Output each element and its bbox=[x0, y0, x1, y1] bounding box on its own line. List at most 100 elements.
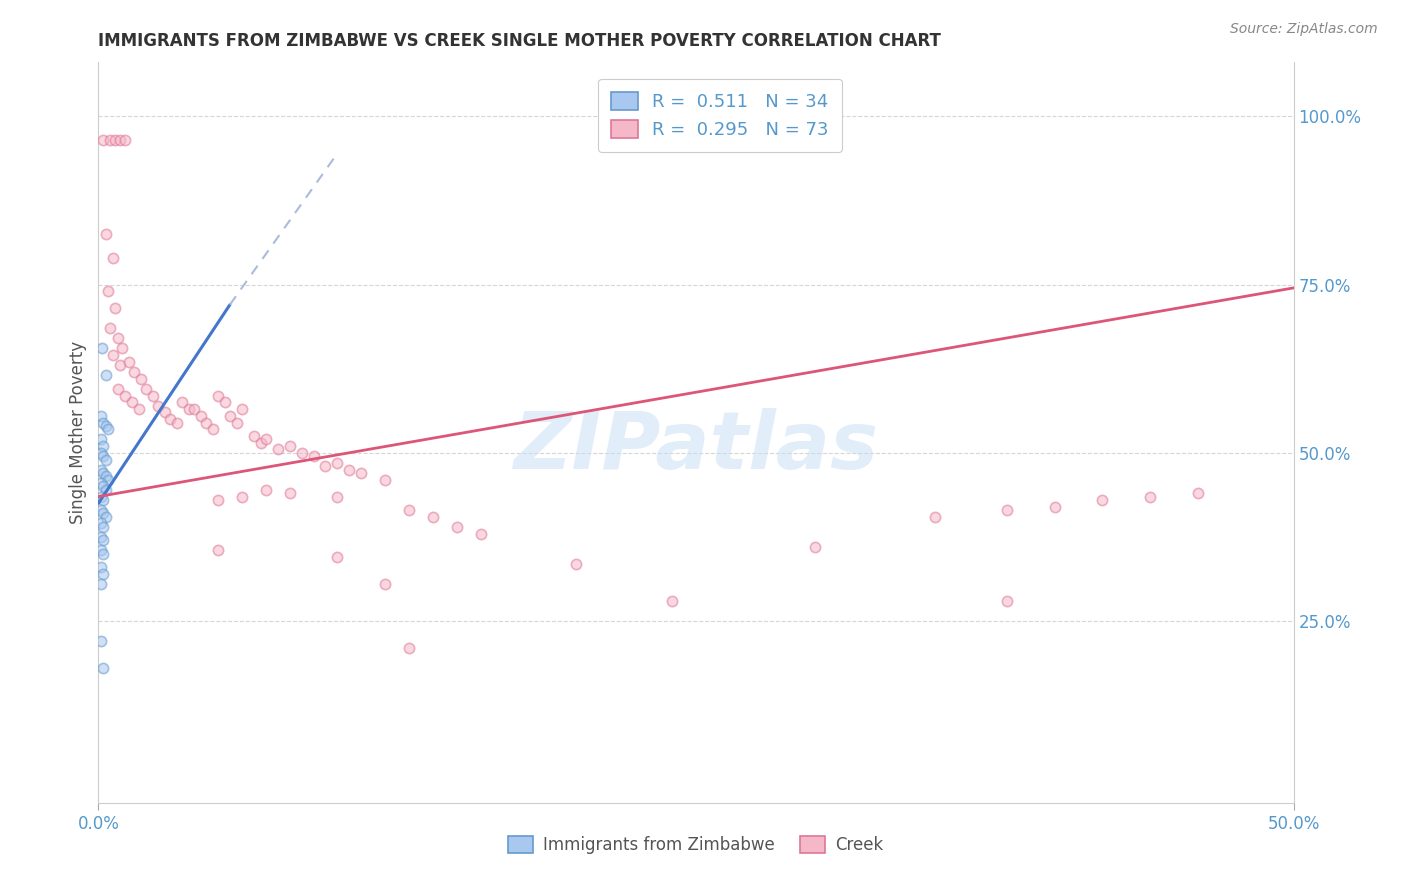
Point bbox=[219, 409, 242, 423]
Point bbox=[291, 446, 314, 460]
Point bbox=[446, 520, 468, 534]
Point bbox=[94, 418, 117, 433]
Point bbox=[214, 395, 236, 409]
Point bbox=[1091, 492, 1114, 507]
Point bbox=[90, 560, 112, 574]
Point bbox=[207, 389, 229, 403]
Point bbox=[91, 566, 114, 581]
Point bbox=[91, 449, 114, 463]
Point bbox=[207, 543, 229, 558]
Point bbox=[422, 509, 444, 524]
Point bbox=[101, 348, 124, 362]
Point bbox=[97, 285, 120, 299]
Point bbox=[1043, 500, 1066, 514]
Point bbox=[124, 365, 146, 379]
Point bbox=[254, 483, 277, 497]
Point bbox=[94, 469, 117, 483]
Y-axis label: Single Mother Poverty: Single Mother Poverty bbox=[69, 341, 87, 524]
Point bbox=[90, 634, 112, 648]
Point bbox=[90, 476, 112, 491]
Point bbox=[90, 516, 112, 531]
Point bbox=[155, 405, 177, 419]
Point bbox=[278, 439, 301, 453]
Point bbox=[107, 331, 129, 345]
Point bbox=[90, 530, 112, 544]
Point bbox=[91, 133, 114, 147]
Point bbox=[91, 533, 114, 548]
Point bbox=[374, 473, 396, 487]
Point bbox=[179, 402, 201, 417]
Point bbox=[202, 422, 225, 436]
Point bbox=[470, 526, 492, 541]
Point bbox=[195, 416, 218, 430]
Point bbox=[90, 490, 112, 504]
Point bbox=[94, 452, 117, 467]
Point bbox=[315, 459, 337, 474]
Point bbox=[91, 507, 114, 521]
Point bbox=[267, 442, 290, 457]
Text: ZIPatlas: ZIPatlas bbox=[513, 409, 879, 486]
Point bbox=[90, 446, 112, 460]
Point bbox=[118, 355, 141, 369]
Point bbox=[91, 416, 114, 430]
Point bbox=[995, 503, 1018, 517]
Point bbox=[166, 416, 188, 430]
Point bbox=[1187, 486, 1209, 500]
Point bbox=[91, 439, 114, 453]
Point bbox=[114, 133, 136, 147]
Point bbox=[142, 389, 165, 403]
Point bbox=[121, 395, 143, 409]
Point bbox=[326, 456, 349, 470]
Point bbox=[565, 557, 588, 571]
Point bbox=[226, 416, 249, 430]
Point bbox=[101, 251, 124, 265]
Point bbox=[339, 462, 361, 476]
Point bbox=[97, 473, 120, 487]
Point bbox=[91, 479, 114, 493]
Point bbox=[250, 435, 273, 450]
Point bbox=[90, 433, 112, 447]
Point bbox=[108, 359, 131, 373]
Point bbox=[94, 509, 117, 524]
Point bbox=[159, 412, 181, 426]
Point bbox=[90, 503, 112, 517]
Point bbox=[90, 577, 112, 591]
Point bbox=[91, 520, 114, 534]
Point bbox=[91, 342, 114, 356]
Point bbox=[148, 399, 170, 413]
Point bbox=[90, 543, 112, 558]
Point bbox=[98, 133, 122, 147]
Point bbox=[398, 640, 420, 655]
Point bbox=[190, 409, 212, 423]
Point bbox=[104, 133, 127, 147]
Point bbox=[128, 402, 150, 417]
Point bbox=[91, 466, 114, 480]
Point bbox=[131, 372, 153, 386]
Text: Source: ZipAtlas.com: Source: ZipAtlas.com bbox=[1230, 22, 1378, 37]
Point bbox=[661, 594, 683, 608]
Point bbox=[243, 429, 266, 443]
Point bbox=[1139, 490, 1161, 504]
Point bbox=[350, 466, 373, 480]
Point bbox=[207, 492, 229, 507]
Point bbox=[104, 301, 127, 315]
Point bbox=[90, 409, 112, 423]
Point bbox=[302, 449, 325, 463]
Point bbox=[995, 594, 1018, 608]
Point bbox=[398, 503, 420, 517]
Point bbox=[94, 483, 117, 497]
Point bbox=[804, 540, 827, 554]
Point bbox=[183, 402, 205, 417]
Point bbox=[374, 577, 396, 591]
Point bbox=[91, 492, 114, 507]
Point bbox=[172, 395, 194, 409]
Point bbox=[278, 486, 301, 500]
Point bbox=[90, 462, 112, 476]
Point bbox=[111, 342, 134, 356]
Point bbox=[108, 133, 131, 147]
Legend: Immigrants from Zimbabwe, Creek: Immigrants from Zimbabwe, Creek bbox=[502, 830, 890, 861]
Point bbox=[107, 382, 129, 396]
Point bbox=[135, 382, 157, 396]
Point bbox=[94, 227, 117, 241]
Point bbox=[254, 433, 277, 447]
